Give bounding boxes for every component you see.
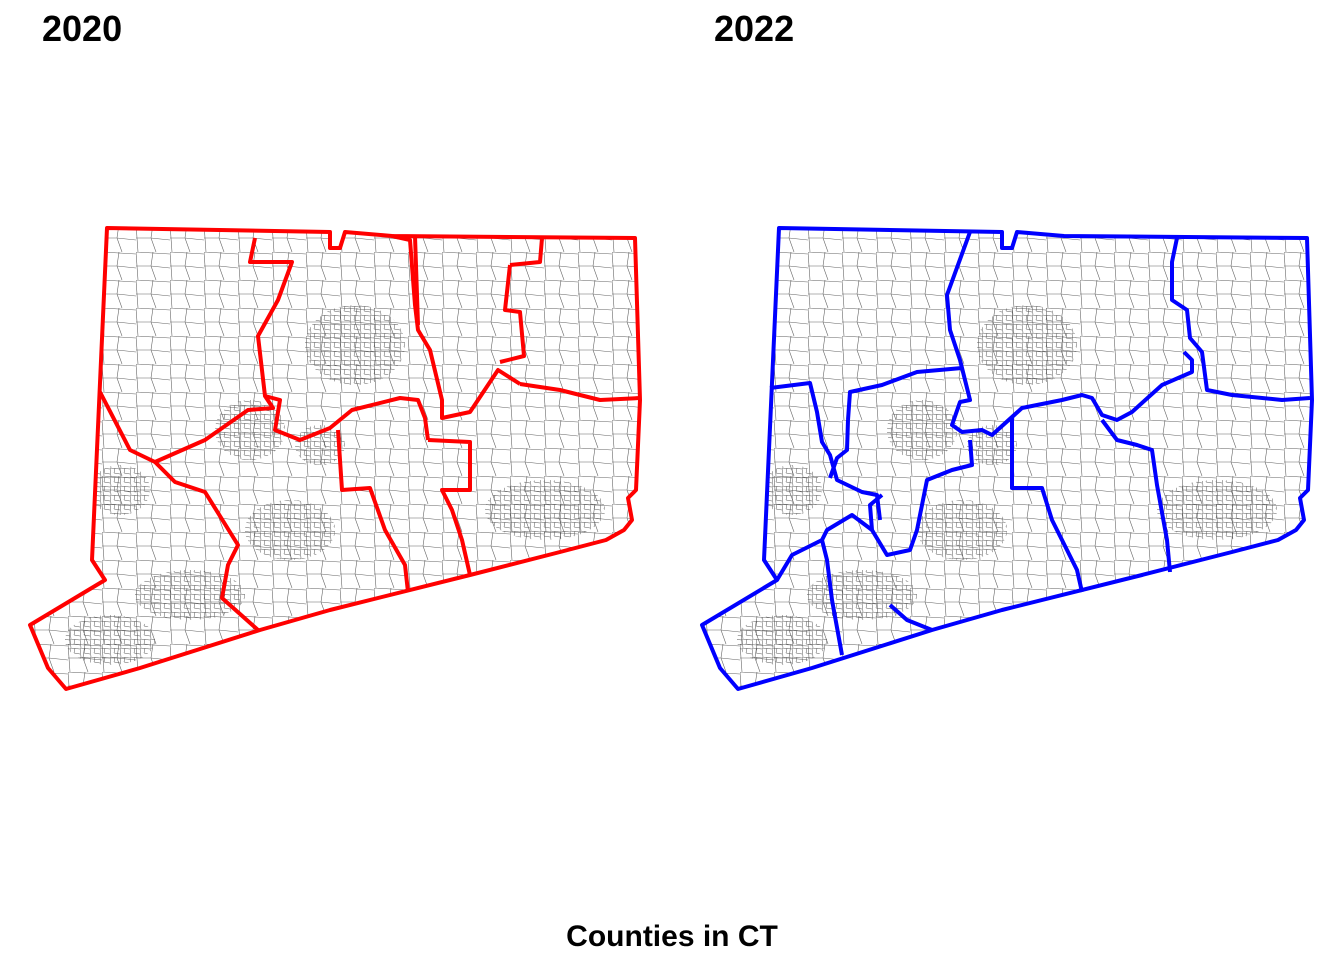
- map-2020: [28, 226, 642, 691]
- panel-title-2022: 2022: [714, 8, 795, 49]
- map-2022: [700, 226, 1314, 691]
- panel-title-2020: 2020: [42, 8, 123, 49]
- map-caption: Counties in CT: [566, 920, 778, 953]
